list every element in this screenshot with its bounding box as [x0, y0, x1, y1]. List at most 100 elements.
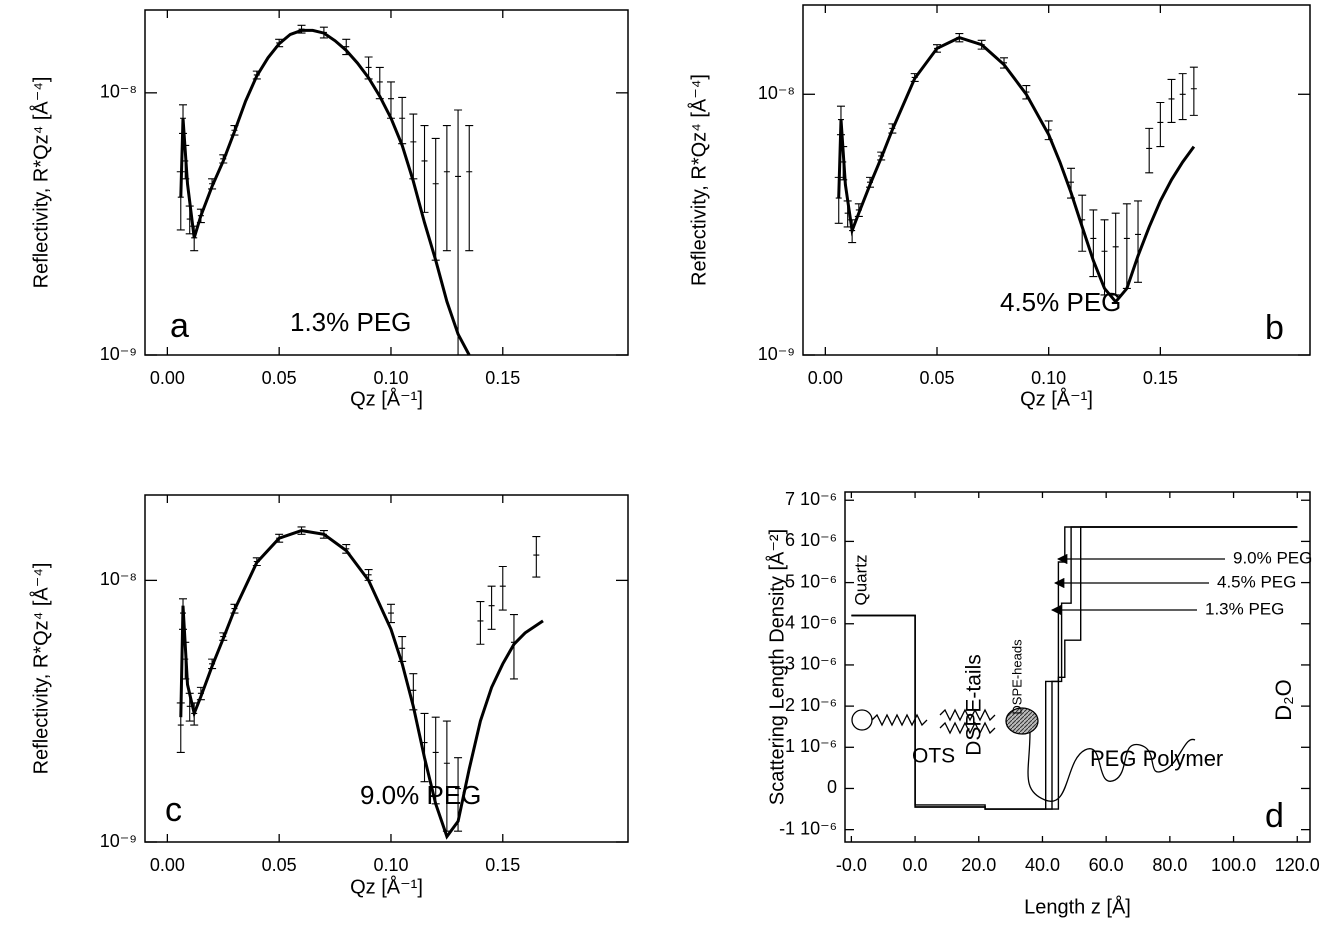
error-bar [442, 720, 451, 832]
x-tick-label: 0.05 [262, 368, 297, 388]
error-bar [1089, 209, 1098, 278]
annotation: DSPE-heads [1009, 639, 1024, 715]
annotation: 1.3% PEG [290, 307, 411, 337]
x-tick-label: 0.15 [485, 855, 520, 875]
error-bar [454, 109, 463, 356]
annotation: PEG Polymer [1090, 746, 1223, 771]
error-bar [1067, 167, 1076, 199]
annotation: D₂O [1271, 679, 1296, 721]
error-bar [498, 565, 507, 611]
error-bar [465, 125, 474, 252]
y-tick-label: 2 10⁻⁶ [785, 695, 837, 715]
error-bar [409, 113, 418, 180]
x-tick-label: 0.05 [919, 368, 954, 388]
error-bar [386, 603, 395, 624]
error-bar [398, 635, 407, 662]
error-bar [1100, 219, 1109, 296]
y-tick-label: 3 10⁻⁶ [785, 654, 837, 674]
plot-frame [144, 9, 629, 356]
error-bar [431, 137, 440, 261]
plot-frame [144, 494, 629, 843]
y-axis-label: Scattering Length Density [Å⁻²] [765, 529, 788, 805]
x-tick-label: 60.0 [1089, 855, 1124, 875]
x-tick-label: 0.00 [150, 368, 185, 388]
plot-frame [844, 491, 1311, 843]
annotation: b [1265, 309, 1284, 347]
error-bar [1189, 66, 1198, 116]
error-bar [1111, 212, 1120, 296]
y-axis-label: Reflectivity, R*Qz⁴ [Å⁻⁴] [29, 563, 52, 775]
x-tick-label: 0.00 [150, 855, 185, 875]
x-tick-label: 120.0 [1275, 855, 1320, 875]
error-bar [1156, 101, 1165, 148]
x-tick-label: 0.10 [1031, 368, 1066, 388]
error-bar [386, 81, 395, 119]
fit-line [179, 529, 544, 840]
ots-head [851, 709, 873, 731]
annotation: DSPE-tails [963, 654, 986, 756]
error-bar [1044, 120, 1053, 141]
error-bar [409, 673, 418, 711]
tail-chain [939, 708, 996, 722]
error-bar [1134, 200, 1143, 283]
annotation: a [170, 307, 189, 345]
peg-coil [1027, 731, 1196, 802]
x-axis-label: Qz [Å⁻¹] [350, 387, 423, 410]
x-axis-label: Qz [Å⁻¹] [1020, 387, 1093, 410]
error-bar [1122, 203, 1131, 289]
x-tick-label: 40.0 [1025, 855, 1060, 875]
error-bar [420, 712, 429, 783]
y-tick-label: 6 10⁻⁶ [785, 530, 837, 550]
error-bar [487, 585, 496, 630]
error-bar [454, 757, 463, 832]
y-axis-label: Reflectivity, R*Qz⁴ [Å⁻⁴] [29, 77, 52, 289]
x-tick-label: 0.00 [808, 368, 843, 388]
annotation: c [165, 791, 182, 829]
molecule-sketch [851, 707, 1196, 802]
x-tick-label: 0.10 [373, 855, 408, 875]
y-tick-label: 10⁻⁹ [758, 344, 795, 364]
x-tick-label: 0.15 [1143, 368, 1178, 388]
y-tick-label: 10⁻⁸ [100, 82, 137, 102]
fit-line [837, 35, 1196, 305]
x-axis-label: Qz [Å⁻¹] [350, 875, 423, 898]
plot-frame [802, 4, 1311, 356]
x-tick-label: 100.0 [1211, 855, 1256, 875]
ots-chain [871, 713, 928, 727]
series-label: 1.3% PEG [1205, 599, 1284, 618]
x-tick-label: 0.0 [903, 855, 928, 875]
annotation: 4.5% PEG [1000, 287, 1121, 317]
fit-line [179, 28, 471, 356]
error-bar [364, 56, 373, 80]
y-tick-label: 1 10⁻⁶ [785, 736, 837, 756]
annotation: d [1265, 797, 1284, 835]
x-tick-label: 20.0 [961, 855, 996, 875]
x-tick-label: 0.05 [262, 855, 297, 875]
annotation: OTS [912, 745, 955, 768]
error-bar [398, 96, 407, 145]
error-bar [532, 536, 541, 578]
series-label: 4.5% PEG [1217, 572, 1296, 591]
head-group [1005, 707, 1039, 735]
error-bar [420, 125, 429, 213]
error-bar [476, 600, 485, 645]
series-label: 9.0% PEG [1233, 548, 1312, 567]
y-tick-label: 10⁻⁸ [100, 569, 137, 589]
error-bar [442, 125, 451, 252]
error-bar [375, 66, 384, 100]
error-bar [1145, 127, 1154, 174]
error-bar [1178, 73, 1187, 121]
y-tick-label: 7 10⁻⁶ [785, 489, 837, 509]
y-tick-label: 10⁻⁹ [100, 344, 137, 364]
y-tick-label: -1 10⁻⁶ [779, 818, 837, 838]
tail-chain [939, 721, 996, 735]
x-tick-label: 0.15 [485, 368, 520, 388]
error-bar [431, 716, 440, 805]
error-bar [1167, 78, 1176, 123]
x-tick-label: -0.0 [836, 855, 867, 875]
error-bar [342, 38, 351, 56]
y-tick-label: 10⁻⁹ [100, 831, 137, 851]
y-tick-label: 0 [827, 777, 837, 797]
y-axis-label: Reflectivity, R*Qz⁴ [Å⁻⁴] [687, 74, 710, 286]
